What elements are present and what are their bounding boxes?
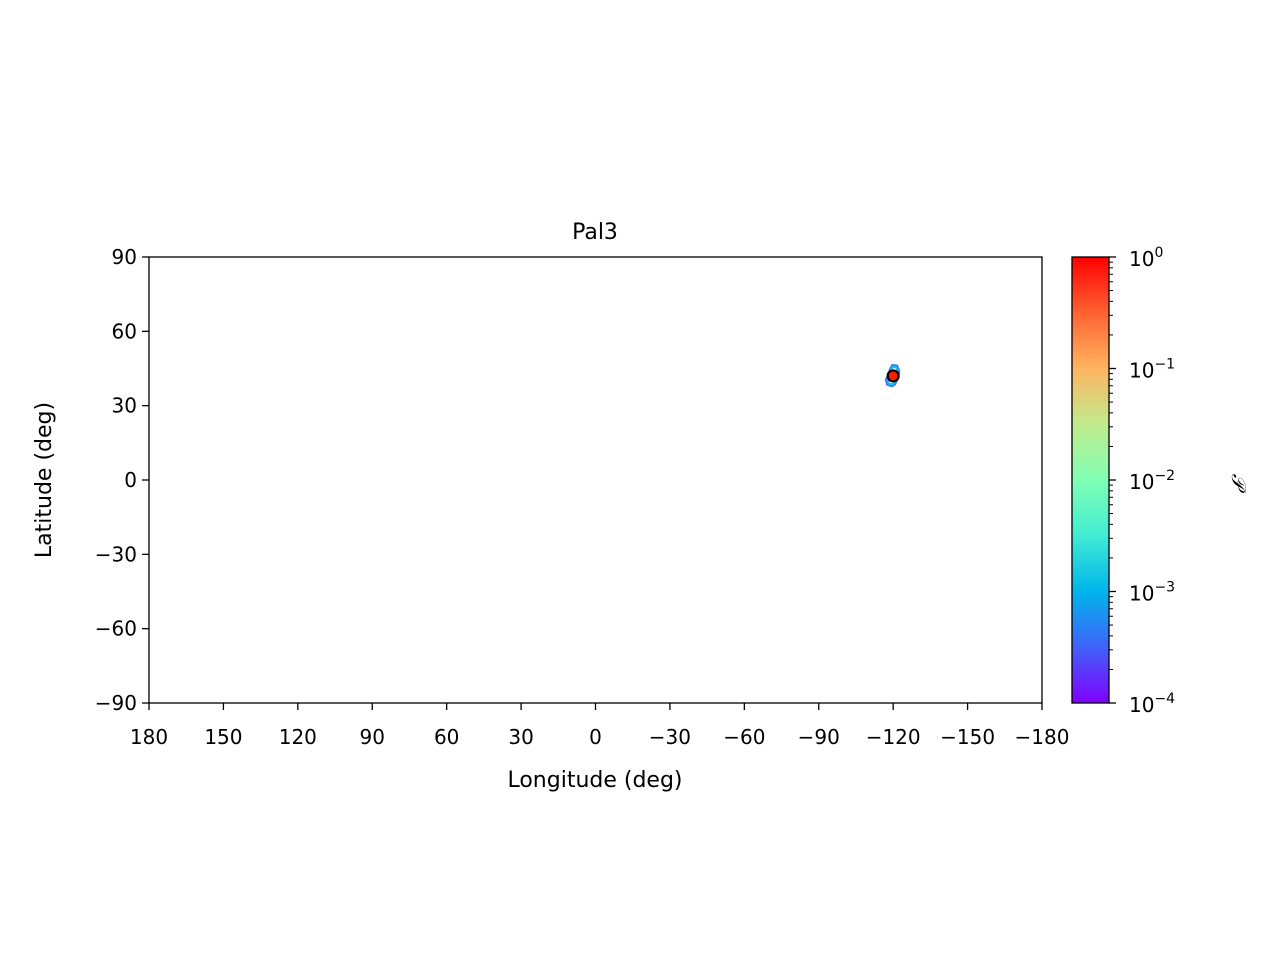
x-tick-label: −60 <box>723 725 765 749</box>
y-axis-ticks: 90 60 30 0 −30 −60 −90 <box>95 245 149 715</box>
plot-frame <box>148 256 1043 704</box>
x-tick-label: 60 <box>434 725 459 749</box>
x-tick-label: 90 <box>360 725 385 749</box>
colorbar-tick-base: 10 <box>1129 470 1154 494</box>
y-tick-label: −60 <box>95 617 137 641</box>
y-tick-label: −90 <box>95 691 137 715</box>
x-axis-label: Longitude (deg) <box>507 768 682 793</box>
y-axis-label: Latitude (deg) <box>32 402 57 558</box>
x-tick-label: −90 <box>798 725 840 749</box>
peak-marker <box>886 369 900 383</box>
chart-title: Pal3 <box>572 220 618 245</box>
x-tick-label: −30 <box>649 725 691 749</box>
colorbar-tick-exponent: −4 <box>1154 691 1175 707</box>
probability-region <box>884 364 901 388</box>
colorbar-tick-label: 10−3 <box>1129 580 1175 606</box>
x-tick-label: 150 <box>204 725 242 749</box>
colorbar-tick-base: 10 <box>1129 582 1154 606</box>
colorbar-tick-exponent: 0 <box>1154 245 1163 261</box>
colorbar-tick-base: 10 <box>1129 247 1154 271</box>
x-axis-ticks: 180 150 120 90 60 30 0 −30 −60 −90 −120 −150 −180 <box>130 703 1070 749</box>
y-tick-label: −30 <box>95 542 137 566</box>
colorbar-tick-label: 10−4 <box>1129 691 1175 717</box>
x-tick-label: 120 <box>279 725 317 749</box>
colorbar-tick-base: 10 <box>1129 693 1154 717</box>
colorbar-tick-label: 10−1 <box>1129 357 1175 383</box>
x-tick-label: −150 <box>940 725 995 749</box>
x-tick-label: −120 <box>866 725 921 749</box>
colorbar-tick-exponent: −3 <box>1154 580 1175 596</box>
x-tick-label: 0 <box>589 725 602 749</box>
colorbar-label: 𝒫 <box>1227 474 1251 494</box>
y-tick-label: 60 <box>112 319 137 343</box>
y-tick-label: 90 <box>112 245 137 269</box>
x-tick-label: 180 <box>130 725 168 749</box>
colorbar-tick-exponent: −1 <box>1154 357 1175 373</box>
colorbar-tick-label: 100 <box>1129 245 1163 271</box>
plot-area <box>148 256 1043 704</box>
colorbar-tick-exponent: −2 <box>1154 468 1175 484</box>
colorbar-bar <box>1071 256 1110 704</box>
x-tick-label: 30 <box>508 725 533 749</box>
y-tick-label: 0 <box>124 468 137 492</box>
colorbar-tick-label: 10−2 <box>1129 468 1175 494</box>
x-tick-label: −180 <box>1015 725 1070 749</box>
colorbar-tick-base: 10 <box>1129 359 1154 383</box>
y-tick-label: 30 <box>112 394 137 418</box>
